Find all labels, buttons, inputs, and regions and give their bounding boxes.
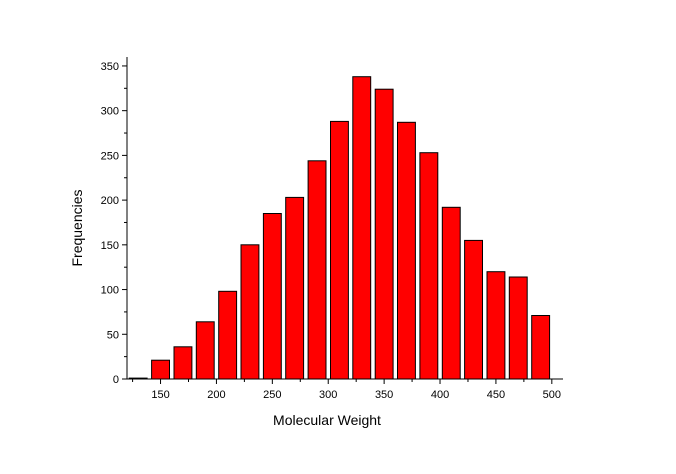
histogram-bar [486,271,506,380]
y-tick-label: 350 [101,61,119,73]
histogram-bar [419,152,439,380]
histogram-bar [464,239,484,380]
histogram-bar [531,315,551,380]
histogram-bar [352,76,372,380]
histogram-bar [262,213,282,380]
y-tick-label: 200 [101,195,119,207]
histogram-bar [218,290,238,380]
histogram-bar [195,321,215,380]
y-tick-label: 100 [101,285,119,297]
histogram-bar [307,160,327,380]
bars-group [128,76,551,380]
histogram-bar [151,359,171,380]
y-tick-label: 150 [101,240,119,252]
y-tick-label: 300 [101,106,119,118]
x-tick-label: 150 [151,389,169,401]
x-tick-label: 500 [543,389,561,401]
x-tick-label: 300 [319,389,337,401]
y-tick-label: 50 [107,329,119,341]
histogram-bar [173,346,193,380]
histogram-bar [240,244,260,380]
y-tick-label: 0 [113,374,119,386]
x-tick-label: 350 [375,389,393,401]
x-tick-label: 200 [207,389,225,401]
axes-group: 0 50 100 150 200 250 300 350 150 200 250 300 350 400… [101,57,563,401]
x-tick-label: 450 [487,389,505,401]
x-tick-label: 250 [263,389,281,401]
y-tick-label: 250 [101,150,119,162]
histogram-bar [441,206,461,380]
y-axis-title: Frequencies [69,189,85,266]
x-tick-label: 400 [431,389,449,401]
histogram-bar [508,276,528,380]
x-ticks-group: 150 200 250 300 350 400 450 500 [132,379,561,401]
histogram-bar [285,196,305,380]
y-ticks-group: 0 50 100 150 200 250 300 350 [101,61,127,386]
histogram-bar [374,88,394,380]
histogram-bar [330,120,349,380]
x-axis-title: Molecular Weight [273,412,381,428]
histogram-bar [397,121,416,380]
